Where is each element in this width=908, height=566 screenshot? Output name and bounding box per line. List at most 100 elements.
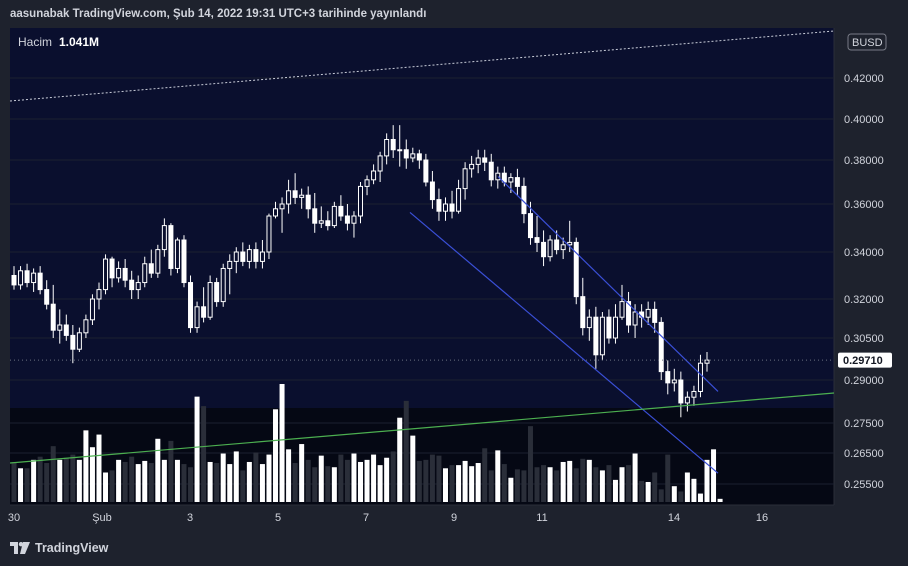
support-trendline[interactable] [9,392,835,464]
volume-bar [194,396,200,502]
last-price-badge [838,352,892,368]
x-tick-label: 16 [756,512,768,524]
candlesticks [11,125,710,418]
volume-bar [76,459,82,502]
candle-body [429,181,435,201]
candle-body [606,316,612,339]
volume-bar [174,459,180,502]
volume-bar [449,465,455,502]
candle-body [122,267,128,281]
volume-bar [96,434,102,502]
candle-body [207,282,213,318]
candle-body [18,270,24,286]
last-price-marker: 0.29710 [838,352,892,368]
volume-bar [639,480,645,502]
volume-bar [83,430,89,502]
candle-body [436,199,442,212]
volume-bar [37,456,43,502]
volume-bars [11,384,723,502]
candle-body [63,324,69,336]
dotted-trendline[interactable] [9,30,835,102]
candle-body [305,194,311,210]
volume-bar [665,454,671,502]
volume-bar [253,452,259,502]
candle-body [338,205,344,217]
trendlines[interactable] [9,30,835,474]
currency-selector[interactable]: BUSD [847,33,887,51]
y-tick-label: 0.40000 [844,114,884,126]
volume-bar [534,467,540,502]
candle-body [632,311,638,326]
candle-body [580,296,586,329]
candle-body [593,316,599,356]
volume-bar [214,463,220,502]
candle-body [567,241,573,246]
candle-body [246,249,252,262]
volume-bar [560,461,566,502]
candle-body [344,215,350,224]
currency-badge[interactable] [847,33,887,51]
volume-bar [711,449,717,502]
candle-body [456,188,462,212]
volume-bar [567,460,573,502]
time-axis[interactable]: 30 Şub 3 5 7 9 11 14 16 [8,512,768,524]
candle-body [96,289,102,300]
volume-bar [691,478,697,502]
y-tick-label: 0.29000 [844,375,884,387]
volume-bar [233,451,239,502]
candle-body [292,190,298,198]
y-tick-label: 0.38000 [844,155,884,167]
volume-bar [103,472,109,502]
candle-body [116,267,122,279]
candle-body [24,270,30,284]
volume-bar [671,486,677,502]
volume-bar [299,444,305,502]
candle-body [626,301,632,326]
volume-bar [286,449,292,502]
channel-trendline[interactable] [497,176,719,392]
volume-bar [547,467,553,502]
brand-name: TradingView [35,541,109,555]
last-price-label: 0.29710 [843,355,883,367]
volume-bar [541,465,547,502]
candle-body [174,239,180,269]
volume-bar [514,469,520,502]
channel-trendline[interactable] [409,211,719,474]
volume-bar [429,454,435,502]
volume-bar [462,460,468,502]
candle-body [109,258,115,279]
volume-bar [305,459,311,502]
volume-bar [423,459,429,502]
volume-bar [129,456,135,502]
candle-body [416,153,422,161]
candle-body [220,267,226,303]
volume-bar [436,455,442,502]
price-axis[interactable]: 0.42000 0.40000 0.38000 0.36000 0.34000 0.320… [844,73,884,491]
x-tick-label: 7 [363,512,369,524]
candle-body [70,334,76,350]
tradingview-logo[interactable]: TradingView [10,541,108,555]
volume-bar [442,468,448,502]
candle-body [599,316,605,356]
volume-bar [148,463,154,502]
candle-body [462,168,468,190]
candle-body [645,308,651,318]
tradingview-logo-icon [10,542,30,554]
volume-bar [508,477,514,502]
y-tick-label: 0.32000 [844,294,884,306]
candle-body [318,220,324,224]
candle-body [384,139,390,157]
candle-body [240,251,246,262]
volume-bar [697,493,703,502]
price-pane [10,28,834,408]
candle-body [325,220,331,227]
candle-body [259,251,265,262]
candle-body [482,157,488,163]
candle-body [181,239,187,284]
x-tick-label: 30 [8,512,20,524]
candle-body [371,170,377,181]
volume-bar [50,446,56,502]
volume-bar [168,440,174,502]
x-tick-label: 14 [668,512,680,524]
